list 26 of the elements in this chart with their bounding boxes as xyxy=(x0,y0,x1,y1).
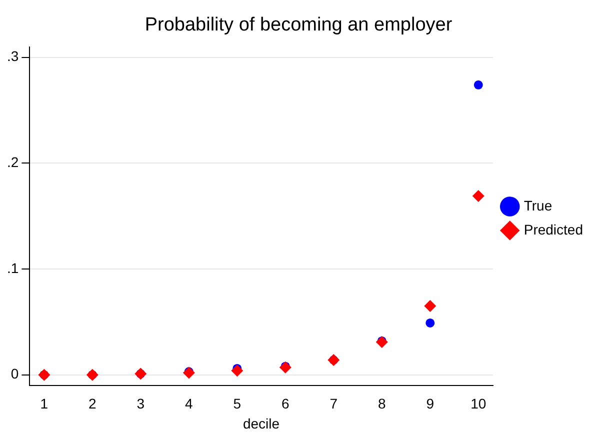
point xyxy=(426,318,435,328)
y-tick-label: 0 xyxy=(10,366,19,382)
y-tick-label: .1 xyxy=(6,260,19,276)
x-tick-label: 9 xyxy=(426,396,434,412)
point xyxy=(376,336,388,348)
x-tick-label: 8 xyxy=(378,396,386,412)
point xyxy=(182,366,195,379)
chart-title: Probability of becoming an employer xyxy=(144,14,453,36)
y-tick-label: .3 xyxy=(6,48,19,64)
point xyxy=(231,364,244,377)
x-tick-label: 3 xyxy=(136,396,145,412)
x-tick-label: 6 xyxy=(281,396,290,412)
x-tick-label: 1 xyxy=(40,396,48,412)
x-tick-label: 2 xyxy=(88,396,96,412)
point xyxy=(474,80,483,90)
legend-label: Predicted xyxy=(524,221,584,238)
x-axis-title: decile xyxy=(242,415,280,432)
legend-label: True xyxy=(524,197,552,214)
point xyxy=(472,190,484,202)
point xyxy=(279,361,292,374)
y-tick-label: .2 xyxy=(6,154,19,170)
x-tick-label: 4 xyxy=(184,396,193,412)
point xyxy=(424,300,436,312)
x-tick-label: 7 xyxy=(330,396,338,412)
x-tick-label: 5 xyxy=(233,396,242,412)
x-tick-label: 10 xyxy=(470,396,486,412)
